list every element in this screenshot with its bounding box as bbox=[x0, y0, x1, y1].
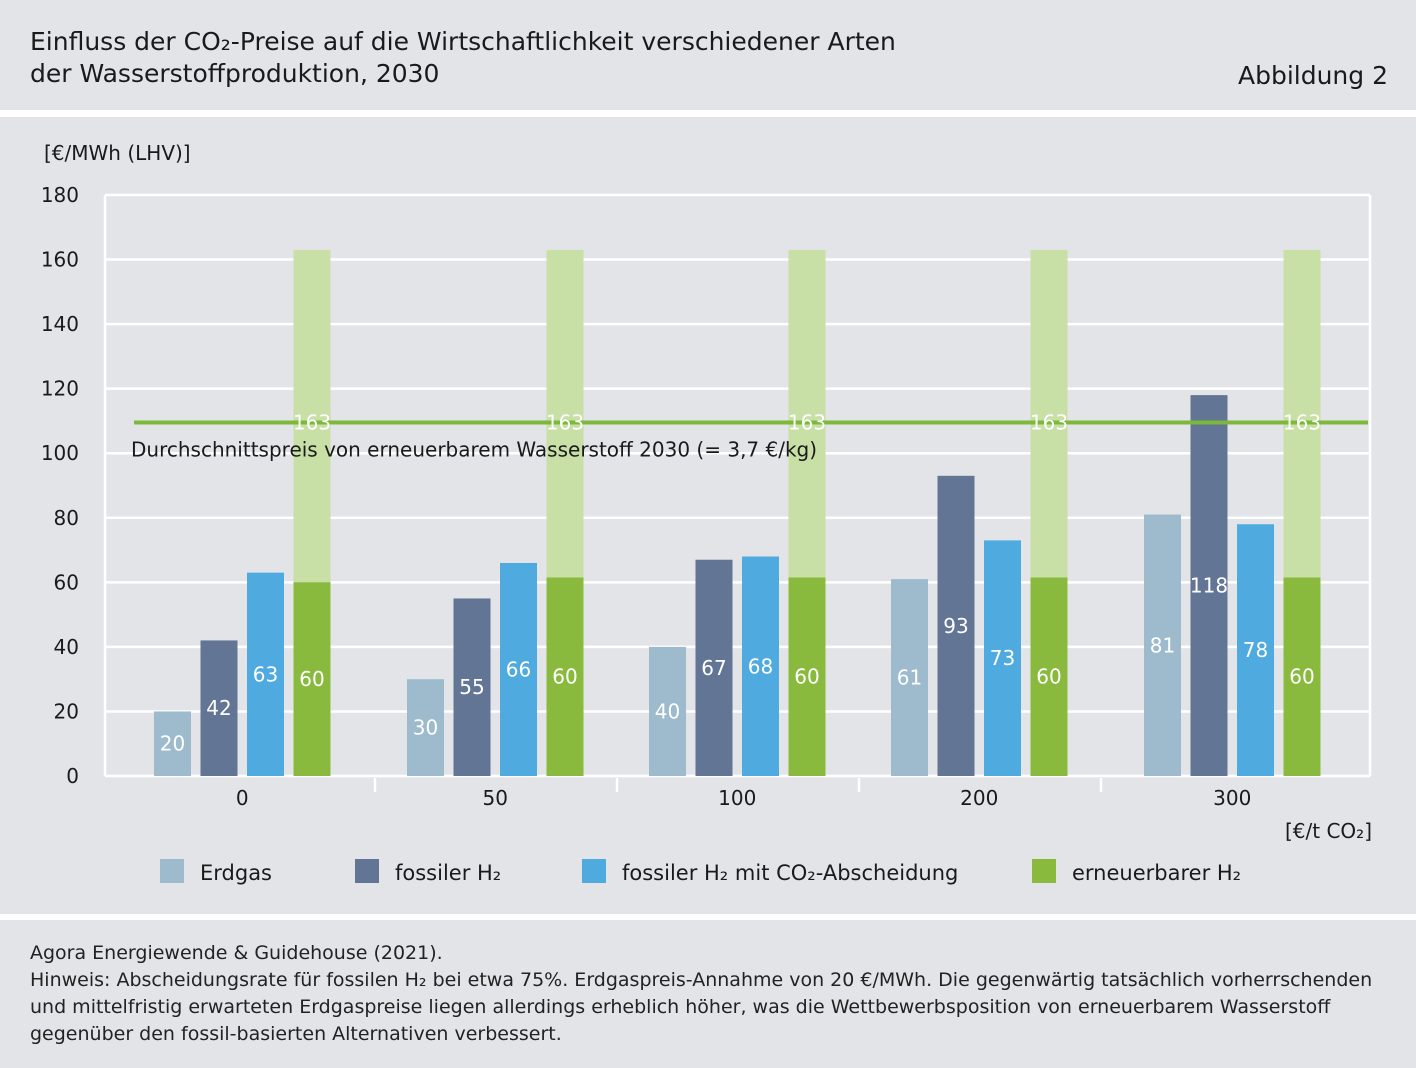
title-line-2: der Wasserstoffproduktion, 2030 bbox=[30, 59, 440, 88]
legend-label: fossiler H₂ bbox=[395, 861, 501, 885]
y-tick-label: 180 bbox=[41, 183, 79, 207]
bar bbox=[407, 679, 444, 776]
note-text: Hinweis: Abscheidungsrate für fossilen H… bbox=[30, 969, 1373, 1045]
bar-value-label: 55 bbox=[459, 675, 484, 699]
x-tick-label: 200 bbox=[960, 786, 998, 810]
renewable-range-label: 163 bbox=[788, 411, 826, 435]
bar-value-label: 60 bbox=[1036, 665, 1061, 689]
renewable-range-label: 163 bbox=[293, 411, 331, 435]
x-axis-label: [€/t CO₂] bbox=[1285, 819, 1372, 843]
bar-value-label: 63 bbox=[253, 662, 278, 686]
bar-value-label: 81 bbox=[1150, 633, 1175, 657]
legend-label: fossiler H₂ mit CO₂-Abscheidung bbox=[622, 861, 958, 885]
y-tick-label: 40 bbox=[54, 635, 79, 659]
bar-value-label: 30 bbox=[413, 716, 438, 740]
legend-swatch bbox=[160, 859, 184, 883]
footer: Agora Energiewende & Guidehouse (2021). … bbox=[30, 940, 1390, 1048]
y-axis-label: [€/MWh (LHV)] bbox=[44, 141, 191, 165]
bar bbox=[695, 559, 733, 776]
title-line-1: Einfluss der CO₂-Preise auf die Wirtscha… bbox=[30, 27, 896, 56]
bar bbox=[453, 598, 491, 776]
bar-value-label: 40 bbox=[655, 699, 680, 723]
bar-value-label: 78 bbox=[1243, 638, 1268, 662]
bar bbox=[891, 579, 928, 776]
x-tick-label: 0 bbox=[236, 786, 249, 810]
bar bbox=[984, 540, 1021, 776]
bar bbox=[247, 572, 284, 776]
legend-swatch bbox=[1032, 859, 1056, 883]
legend-label: Erdgas bbox=[200, 861, 272, 885]
x-tick-label: 300 bbox=[1213, 786, 1251, 810]
x-tick-label: 100 bbox=[718, 786, 756, 810]
bar bbox=[500, 562, 537, 776]
bar bbox=[200, 640, 238, 776]
renewable-range-label: 163 bbox=[546, 411, 584, 435]
y-tick-label: 140 bbox=[41, 312, 79, 336]
bar-value-label: 67 bbox=[701, 656, 726, 680]
legend-swatch bbox=[355, 859, 379, 883]
bar bbox=[788, 577, 826, 776]
y-tick-label: 0 bbox=[66, 764, 79, 788]
y-tick-label: 80 bbox=[54, 506, 79, 530]
chart-panel: 0 20 40 60 80 100 120 140 160 180 [€/MWh (LHV)] 20 4… bbox=[0, 117, 1416, 914]
y-tick-label: 100 bbox=[41, 441, 79, 465]
bar bbox=[1030, 577, 1068, 776]
renewable-range-label: 163 bbox=[1030, 411, 1068, 435]
bar-value-label: 60 bbox=[1289, 665, 1314, 689]
divider-bottom bbox=[0, 914, 1416, 920]
legend-swatch bbox=[582, 859, 606, 883]
renewable-range-label: 163 bbox=[1283, 411, 1321, 435]
bar bbox=[1190, 395, 1228, 776]
figure-label: Abbildung 2 bbox=[1237, 61, 1388, 90]
y-tick-label: 60 bbox=[54, 570, 79, 594]
y-tick-label: 120 bbox=[41, 377, 79, 401]
bar bbox=[546, 577, 584, 776]
bar bbox=[1144, 514, 1181, 776]
x-tick-label: 50 bbox=[483, 786, 508, 810]
bar-value-label: 42 bbox=[206, 696, 231, 720]
bar-value-label: 93 bbox=[943, 614, 968, 638]
bar-value-label: 68 bbox=[748, 654, 773, 678]
bar-value-label: 66 bbox=[506, 657, 531, 681]
bar-value-label: 20 bbox=[160, 732, 185, 756]
bar-value-label: 61 bbox=[897, 666, 922, 690]
y-tick-label: 20 bbox=[54, 699, 79, 723]
bar-value-label: 60 bbox=[552, 665, 577, 689]
reference-line-label: Durchschnittspreis von erneuerbarem Wass… bbox=[131, 438, 817, 462]
bar-value-label: 60 bbox=[794, 665, 819, 689]
divider-top bbox=[0, 110, 1416, 117]
bar-value-label: 118 bbox=[1190, 574, 1228, 598]
bar-value-label: 73 bbox=[990, 646, 1015, 670]
bar-chart: 0 20 40 60 80 100 120 140 160 180 [€/MWh (LHV)] 20 4… bbox=[41, 141, 1372, 885]
y-tick-label: 160 bbox=[41, 248, 79, 272]
bar bbox=[1283, 577, 1321, 776]
bar bbox=[742, 556, 779, 776]
bar-value-label: 60 bbox=[299, 667, 324, 691]
bar bbox=[937, 475, 975, 776]
header: Einfluss der CO₂-Preise auf die Wirtscha… bbox=[0, 0, 1416, 110]
bar bbox=[293, 582, 331, 776]
chart-title: Einfluss der CO₂-Preise auf die Wirtscha… bbox=[30, 26, 1030, 90]
bar bbox=[1237, 524, 1274, 776]
bar bbox=[154, 711, 191, 776]
bar bbox=[649, 646, 686, 776]
source-text: Agora Energiewende & Guidehouse (2021). bbox=[30, 942, 443, 964]
legend-label: erneuerbarer H₂ bbox=[1072, 861, 1241, 885]
